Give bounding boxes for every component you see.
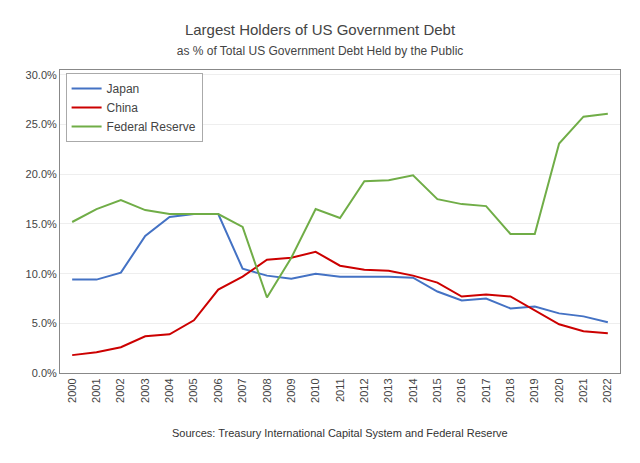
svg-text:2016: 2016 <box>455 378 467 402</box>
svg-text:Largest Holders of US Governme: Largest Holders of US Government Debtas … <box>177 21 464 58</box>
svg-text:5.0%: 5.0% <box>32 317 57 329</box>
svg-text:2012: 2012 <box>358 378 370 402</box>
svg-text:2003: 2003 <box>139 378 151 402</box>
svg-text:2001: 2001 <box>90 378 102 402</box>
svg-text:2000: 2000 <box>66 378 78 402</box>
svg-text:China: China <box>107 101 139 115</box>
svg-text:2008: 2008 <box>261 378 273 402</box>
svg-text:2018: 2018 <box>504 378 516 402</box>
svg-text:2002: 2002 <box>114 378 126 402</box>
svg-text:25.0%: 25.0% <box>26 118 57 130</box>
svg-text:2005: 2005 <box>187 378 199 402</box>
svg-text:2017: 2017 <box>480 378 492 402</box>
svg-text:2010: 2010 <box>309 378 321 402</box>
svg-text:2021: 2021 <box>577 378 589 402</box>
svg-text:15.0%: 15.0% <box>26 218 57 230</box>
svg-text:2009: 2009 <box>285 378 297 402</box>
svg-text:0.0%: 0.0% <box>32 367 57 379</box>
svg-text:20.0%: 20.0% <box>26 168 57 180</box>
svg-text:Sources: Treasury Internationa: Sources: Treasury International Capital … <box>172 427 508 439</box>
svg-text:2007: 2007 <box>236 378 248 402</box>
svg-text:2004: 2004 <box>163 378 175 402</box>
svg-text:2015: 2015 <box>431 378 443 402</box>
svg-text:Japan: Japan <box>107 82 140 96</box>
svg-text:30.0%: 30.0% <box>26 69 57 81</box>
svg-text:2019: 2019 <box>528 378 540 402</box>
svg-text:2022: 2022 <box>601 378 613 402</box>
svg-text:2011: 2011 <box>334 378 346 402</box>
svg-text:2014: 2014 <box>407 378 419 402</box>
svg-text:2006: 2006 <box>212 378 224 402</box>
svg-text:10.0%: 10.0% <box>26 268 57 280</box>
svg-text:Federal Reserve: Federal Reserve <box>107 120 196 134</box>
svg-text:2013: 2013 <box>382 378 394 402</box>
svg-text:2020: 2020 <box>553 378 565 402</box>
